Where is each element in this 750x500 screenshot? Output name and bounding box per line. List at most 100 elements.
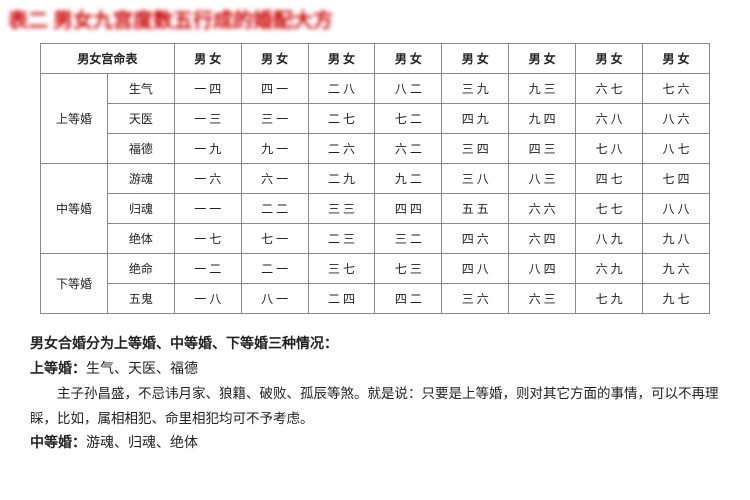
cell: 八 三 (509, 164, 576, 194)
cell: 一 四 (174, 74, 241, 104)
cell: 七 六 (643, 74, 710, 104)
cell: 六 一 (241, 164, 308, 194)
table-row: 天医 一 三 三 一 二 七 七 二 四 九 九 四 六 八 八 六 (41, 104, 710, 134)
cell: 九 八 (643, 224, 710, 254)
cell: 二 三 (308, 224, 375, 254)
desc-upper-label: 上等婚： (30, 362, 86, 377)
col-header: 男 女 (442, 44, 509, 74)
cell: 二 八 (308, 74, 375, 104)
cell: 八 七 (643, 134, 710, 164)
col-header: 男 女 (375, 44, 442, 74)
cell: 三 八 (442, 164, 509, 194)
cell: 四 一 (241, 74, 308, 104)
cell: 四 四 (375, 194, 442, 224)
cell: 四 七 (576, 164, 643, 194)
cell: 五 五 (442, 194, 509, 224)
table-row: 上等婚 生气 一 四 四 一 二 八 八 二 三 九 九 三 六 七 七 六 (41, 74, 710, 104)
cell: 二 九 (308, 164, 375, 194)
row-label: 五鬼 (107, 284, 174, 314)
cell: 三 九 (442, 74, 509, 104)
cell: 九 四 (509, 104, 576, 134)
page-title: 表二 男女九宫度数五行成的婚配大方 (0, 0, 750, 43)
cell: 一 七 (174, 224, 241, 254)
row-label: 天医 (107, 104, 174, 134)
desc-middle-label: 中等婚： (30, 436, 86, 451)
col-header: 男 女 (643, 44, 710, 74)
table-row: 五鬼 一 八 八 一 二 四 四 二 三 六 六 三 七 九 九 七 (41, 284, 710, 314)
table-header-row: 男女宫命表 男 女 男 女 男 女 男 女 男 女 男 女 男 女 男 女 (41, 44, 710, 74)
cell: 八 八 (643, 194, 710, 224)
cell: 六 九 (576, 254, 643, 284)
cell: 六 四 (509, 224, 576, 254)
cell: 九 三 (509, 74, 576, 104)
col-header: 男 女 (308, 44, 375, 74)
col-header: 男 女 (509, 44, 576, 74)
cell: 七 一 (241, 224, 308, 254)
corner-header: 男女宫命表 (41, 44, 175, 74)
cell: 四 三 (509, 134, 576, 164)
cell: 六 六 (509, 194, 576, 224)
row-label: 绝体 (107, 224, 174, 254)
row-label: 福德 (107, 134, 174, 164)
cell: 三 一 (241, 104, 308, 134)
table-row: 绝体 一 七 七 一 二 三 三 二 四 六 六 四 八 九 九 八 (41, 224, 710, 254)
cell: 七 四 (643, 164, 710, 194)
cell: 三 四 (442, 134, 509, 164)
cell: 六 七 (576, 74, 643, 104)
table-row: 下等婚 绝命 一 二 二 一 三 七 七 三 四 八 八 四 六 九 九 六 (41, 254, 710, 284)
cell: 一 一 (174, 194, 241, 224)
desc-heading: 男女合婚分为上等婚、中等婚、下等婚三种情况： (30, 332, 720, 357)
cell: 二 六 (308, 134, 375, 164)
cell: 二 一 (241, 254, 308, 284)
marriage-table: 男女宫命表 男 女 男 女 男 女 男 女 男 女 男 女 男 女 男 女 上等… (40, 43, 710, 314)
cell: 三 二 (375, 224, 442, 254)
cell: 九 七 (643, 284, 710, 314)
cell: 九 一 (241, 134, 308, 164)
cell: 八 六 (643, 104, 710, 134)
col-header: 男 女 (576, 44, 643, 74)
cell: 九 六 (643, 254, 710, 284)
col-header: 男 女 (241, 44, 308, 74)
table-row: 归魂 一 一 二 二 三 三 四 四 五 五 六 六 七 七 八 八 (41, 194, 710, 224)
row-label: 绝命 (107, 254, 174, 284)
cell: 八 九 (576, 224, 643, 254)
cell: 六 三 (509, 284, 576, 314)
group-label: 中等婚 (41, 164, 108, 254)
row-label: 生气 (107, 74, 174, 104)
cell: 四 二 (375, 284, 442, 314)
description-block: 男女合婚分为上等婚、中等婚、下等婚三种情况： 上等婚：生气、天医、福德 主子孙昌… (0, 314, 750, 456)
desc-upper-names: 生气、天医、福德 (86, 362, 198, 377)
cell: 一 九 (174, 134, 241, 164)
cell: 七 七 (576, 194, 643, 224)
cell: 八 四 (509, 254, 576, 284)
cell: 六 二 (375, 134, 442, 164)
cell: 一 六 (174, 164, 241, 194)
cell: 七 八 (576, 134, 643, 164)
cell: 七 三 (375, 254, 442, 284)
cell: 七 二 (375, 104, 442, 134)
cell: 一 八 (174, 284, 241, 314)
desc-middle-names: 游魂、归魂、绝体 (86, 436, 198, 451)
row-label: 游魂 (107, 164, 174, 194)
desc-body: 主子孙昌盛，不忌讳月家、狼籍、破败、孤辰等煞。就是说：只要是上等婚，则对其它方面… (30, 382, 720, 431)
cell: 三 七 (308, 254, 375, 284)
cell: 七 九 (576, 284, 643, 314)
cell: 一 二 (174, 254, 241, 284)
cell: 二 四 (308, 284, 375, 314)
cell: 四 九 (442, 104, 509, 134)
cell: 八 一 (241, 284, 308, 314)
cell: 四 八 (442, 254, 509, 284)
table-row: 中等婚 游魂 一 六 六 一 二 九 九 二 三 八 八 三 四 七 七 四 (41, 164, 710, 194)
cell: 一 三 (174, 104, 241, 134)
cell: 二 七 (308, 104, 375, 134)
desc-upper-line: 上等婚：生气、天医、福德 (30, 357, 720, 382)
cell: 四 六 (442, 224, 509, 254)
cell: 六 八 (576, 104, 643, 134)
group-label: 上等婚 (41, 74, 108, 164)
cell: 三 六 (442, 284, 509, 314)
cell: 九 二 (375, 164, 442, 194)
row-label: 归魂 (107, 194, 174, 224)
cell: 二 二 (241, 194, 308, 224)
group-label: 下等婚 (41, 254, 108, 314)
cell: 三 三 (308, 194, 375, 224)
